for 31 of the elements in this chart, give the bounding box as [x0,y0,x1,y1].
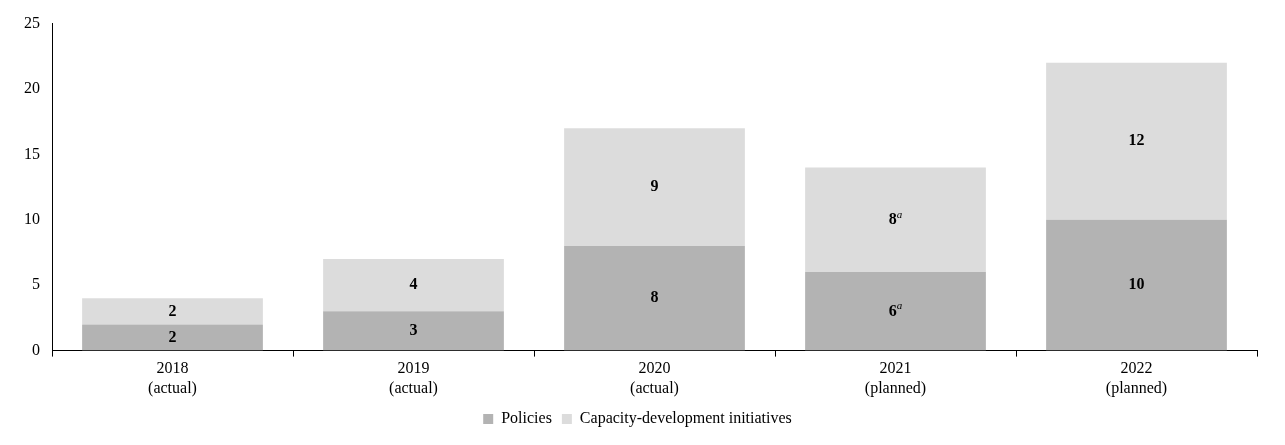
data-label: 12 [1128,131,1145,149]
x-tick-label: 2022 (planned) [1105,359,1168,397]
bar [1046,62,1227,220]
y-tick-label: 25 [24,13,40,31]
bar [1046,219,1227,351]
y-tick-label: 0 [32,340,40,358]
bar [82,298,263,325]
data-label: 8 [650,288,659,306]
y-tick-label: 15 [24,144,40,162]
y-tick-label: 20 [24,79,40,97]
y-tick-label: 10 [24,210,40,227]
legend-label: Policies [501,409,552,427]
data-label: 4 [409,275,418,293]
bar [805,272,986,351]
legend-label: Capacity-development initiatives [579,409,792,428]
data-label: 9 [650,177,659,195]
x-tick-label: 2019 (actual) [389,359,438,397]
bar [323,311,504,351]
x-tick-label: 2021 (planned) [864,359,927,397]
data-label: 2 [168,301,177,319]
y-tick-label: 5 [32,275,40,293]
bar [564,128,745,246]
data-label: 3 [409,321,418,339]
bar [564,245,745,351]
data-label: 2 [168,327,177,345]
x-tick-label: 2018 (actual) [148,359,197,397]
x-tick-label: 2020 (actual) [630,359,679,397]
bar [323,259,504,312]
data-label: 10 [1128,275,1145,293]
bar [82,324,263,351]
bar [805,167,986,273]
